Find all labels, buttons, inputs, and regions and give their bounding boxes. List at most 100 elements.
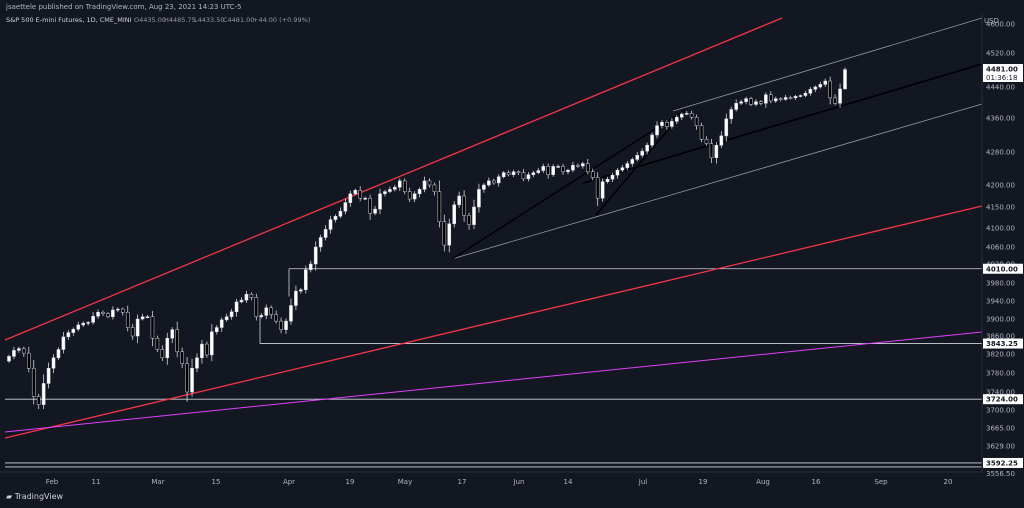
candle-up [7, 356, 11, 362]
x-tick-label: Sep [874, 478, 888, 486]
candle-down [576, 164, 580, 167]
candle-up [610, 174, 615, 180]
x-tick-label: Jun [513, 478, 525, 486]
level-tag-bg [983, 394, 1023, 405]
candle-down [101, 312, 105, 314]
logo-text: TradingView [14, 492, 64, 501]
candle-down [595, 177, 600, 199]
candle-up [388, 189, 392, 192]
candle-down [106, 313, 110, 318]
candle-down [427, 180, 432, 186]
candle-up [165, 338, 170, 359]
tradingview-logo[interactable]: ▰ TradingView [6, 492, 63, 501]
candle-down [689, 113, 694, 118]
candle-up [313, 246, 318, 265]
logo-icon: ▰ [6, 492, 15, 501]
candle-up [81, 323, 85, 326]
candle-down [407, 191, 412, 200]
level-tag-bg [983, 457, 1023, 468]
y-tick-label: 3665.00 [986, 425, 1015, 433]
horizontal-levels [5, 268, 982, 468]
candle-up [635, 155, 640, 160]
candle-down [709, 143, 714, 159]
candle-down [160, 349, 165, 359]
candle-up [294, 290, 298, 306]
candle-down [155, 338, 160, 350]
candle-up [51, 357, 56, 369]
time-axis[interactable]: Feb 11 Mar 15 Apr 19 May 17 Jun 14 Jul 19 Aug 16 Sep 20 [0, 471, 982, 486]
y-tick-label: 3629.00 [986, 443, 1015, 451]
candle-down [699, 125, 704, 140]
candle-down [120, 308, 125, 313]
candle-up [739, 101, 743, 104]
candle-up [724, 118, 729, 137]
candle-down [269, 307, 273, 315]
candle-down [125, 312, 130, 328]
level-tag-bg [983, 338, 1023, 349]
candle-up [264, 307, 269, 316]
price-axis[interactable]: 4600.00 4520.00 4440.00 4360.00 4280.00 4200.… [981, 14, 1015, 472]
candle-up [91, 316, 95, 323]
candle-down [358, 190, 363, 199]
trendline-jun-jul[interactable] [595, 109, 686, 216]
red-channel-upper[interactable] [4, 17, 783, 341]
candle-up [447, 223, 452, 246]
x-tick-label: May [398, 478, 412, 486]
candle-up [299, 289, 303, 292]
candle-down [546, 166, 550, 175]
candle-up [764, 94, 768, 104]
candle-up [625, 163, 630, 168]
legend-change: +44.00 (+0.99%) [253, 16, 310, 24]
candle-down [150, 316, 155, 339]
candle-up [289, 305, 293, 322]
candle-up [684, 113, 689, 115]
candle-up [472, 206, 476, 225]
candle-up [412, 193, 417, 200]
plot-area[interactable] [4, 17, 983, 468]
candle-up [655, 125, 659, 136]
candle-up [630, 159, 635, 164]
candle-up [239, 299, 244, 303]
candle-up [773, 98, 778, 102]
candle-up [383, 191, 387, 195]
candle-down [828, 80, 832, 99]
candle-up [541, 166, 546, 171]
red-channel-lower[interactable] [4, 205, 983, 439]
candle-down [279, 320, 283, 330]
candle-up [140, 316, 145, 320]
magenta-trendline[interactable] [4, 331, 983, 433]
candle-up [338, 210, 343, 217]
candle-down [249, 294, 254, 298]
x-tick-label: Aug [756, 478, 770, 486]
legend-symbol: S&P 500 E-mini Futures, 1D, CME_MINI [6, 16, 132, 24]
candle-up [224, 316, 229, 321]
trendline-main[interactable] [582, 63, 983, 184]
y-tick-label: 4360.00 [986, 115, 1015, 123]
candle-down [205, 343, 209, 356]
level-tag-bg [983, 263, 1023, 274]
candle-down [185, 363, 189, 393]
candle-up [714, 144, 719, 159]
candle-down [368, 197, 372, 214]
candle-down [254, 297, 259, 317]
y-tick-label: 4600.00 [986, 21, 1015, 29]
candle-down [491, 180, 496, 184]
candle-up [511, 171, 516, 175]
thin-channel-lower[interactable] [451, 103, 983, 260]
candle-down [36, 396, 41, 405]
candle-up [600, 181, 605, 199]
thin-channel-upper[interactable] [672, 17, 983, 112]
candle-down [516, 171, 521, 174]
candle-up [818, 84, 823, 88]
trendline-may-jul[interactable] [451, 109, 686, 260]
x-tick-label: Mar [151, 478, 164, 486]
candle-up [679, 113, 684, 118]
x-tick-label: 20 [944, 478, 953, 486]
legend-high: H4485.75 [164, 16, 196, 24]
y-tick-label: 4060.00 [986, 244, 1015, 252]
y-tick-label: 3900.00 [986, 316, 1015, 324]
current-price-tag: 4481.00 01:36:18 [983, 64, 1023, 82]
candle-up [744, 98, 748, 102]
candle-up [477, 189, 481, 208]
